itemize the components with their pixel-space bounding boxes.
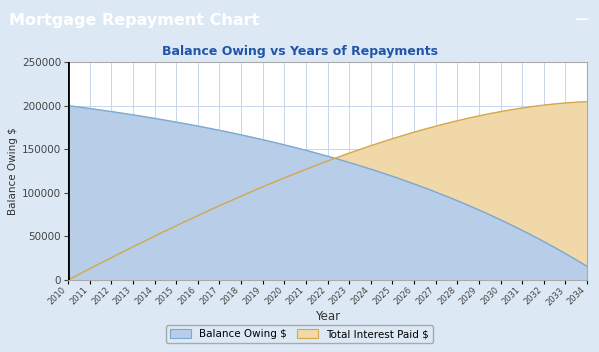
Legend: Balance Owing $, Total Interest Paid $: Balance Owing $, Total Interest Paid $ bbox=[166, 325, 433, 343]
Text: −: − bbox=[574, 11, 590, 30]
Text: Balance Owing vs Years of Repayments: Balance Owing vs Years of Repayments bbox=[162, 44, 437, 57]
Y-axis label: Balance Owing $: Balance Owing $ bbox=[8, 127, 17, 215]
Text: Mortgage Repayment Chart: Mortgage Repayment Chart bbox=[9, 13, 259, 27]
X-axis label: Year: Year bbox=[315, 310, 340, 323]
